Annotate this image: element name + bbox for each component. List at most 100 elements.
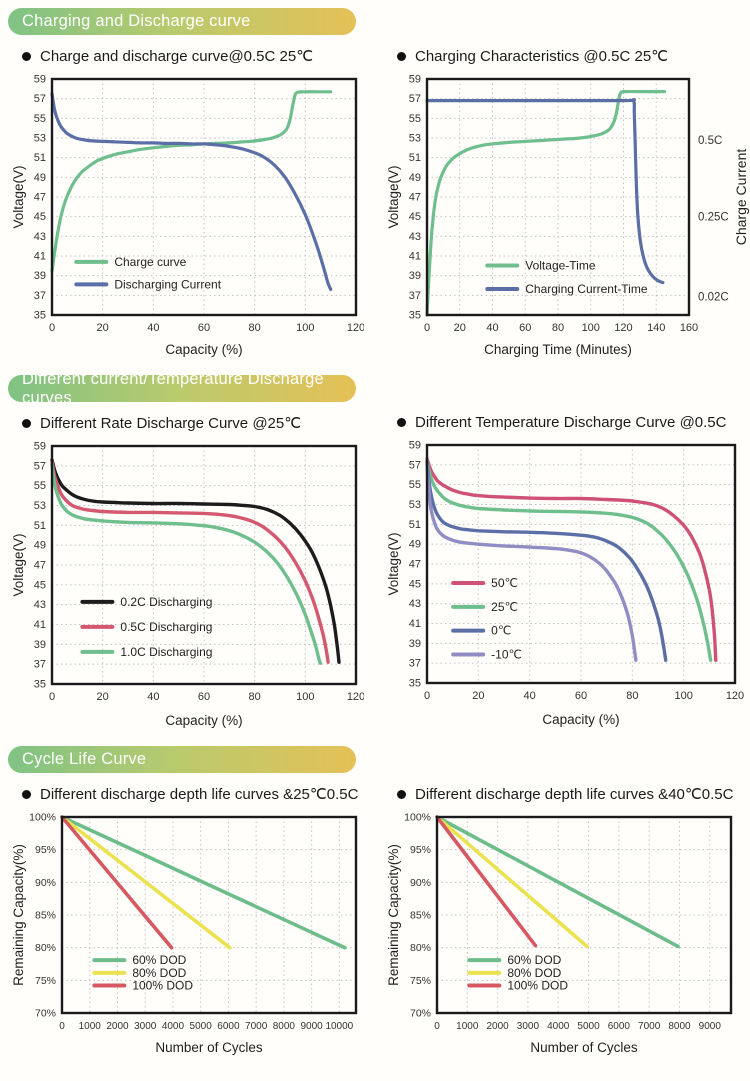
plot-border <box>50 444 358 686</box>
svg-text:100: 100 <box>296 691 314 703</box>
svg-text:120: 120 <box>347 691 364 703</box>
svg-text:59: 59 <box>409 440 421 452</box>
svg-text:85%: 85% <box>410 910 431 922</box>
svg-text:140: 140 <box>647 322 665 334</box>
svg-text:80: 80 <box>552 322 564 334</box>
section-discharge-curves: Different current/Temperature Discharge … <box>0 370 750 732</box>
section-charging-discharge: Charging and Discharge curve Charge and … <box>0 8 750 361</box>
legend-label: 0.5C Discharging <box>120 620 212 634</box>
svg-text:45: 45 <box>409 578 421 590</box>
section-header-discharge-curves: Different current/Temperature Discharge … <box>8 370 356 407</box>
chart-title-row: Charging Characteristics @0.5C 25℃ <box>397 47 750 65</box>
chart-canvas-rate-discharge: 0 20 40 60 80 100 120 35 37 39 41 43 45 47 49 51 53 55 57 5… <box>12 441 364 729</box>
svg-text:4000: 4000 <box>162 1021 185 1032</box>
svg-text:51: 51 <box>409 519 421 531</box>
svg-text:40: 40 <box>147 691 159 703</box>
chart-row-2: Different Rate Discharge Curve @25℃ 0 20 4… <box>0 410 750 732</box>
svg-text:57: 57 <box>34 93 46 105</box>
right-axis-label: Charge Current <box>733 149 749 246</box>
series-80-dod <box>60 815 232 950</box>
svg-text:51: 51 <box>34 520 46 532</box>
series-60-dod <box>60 815 347 950</box>
legend-label: Charge curve <box>114 255 186 269</box>
svg-text:70%: 70% <box>35 1008 56 1020</box>
svg-text:7000: 7000 <box>245 1021 268 1032</box>
y-axis-label: Voltage(V) <box>387 532 401 595</box>
x-axis-label: Capacity (%) <box>165 342 242 357</box>
gridlines <box>52 446 356 684</box>
series-80-dod <box>435 815 589 949</box>
svg-text:20: 20 <box>97 691 109 703</box>
series-charge-curve <box>50 90 333 273</box>
chart-title-text: Different discharge depth life curves &2… <box>40 786 359 803</box>
section-header-label: Different current/Temperature Discharge … <box>22 369 324 407</box>
svg-text:39: 39 <box>409 638 421 650</box>
chart-canvas-charge-discharge: 0 20 40 60 80 100 120 35 37 39 41 43 45 47 49 51 53 55 57 5… <box>12 74 364 358</box>
series-100-dod <box>435 815 538 948</box>
svg-text:120: 120 <box>347 322 364 334</box>
svg-text:53: 53 <box>409 133 421 145</box>
svg-text:45: 45 <box>34 579 46 591</box>
y-axis-label: Voltage(V) <box>12 165 26 228</box>
svg-text:90%: 90% <box>410 877 431 889</box>
chart-title-text: Charging Characteristics @0.5C 25℃ <box>415 48 669 65</box>
series-60-dod <box>435 815 680 949</box>
svg-text:41: 41 <box>34 251 46 263</box>
svg-text:1000: 1000 <box>79 1021 102 1032</box>
svg-text:59: 59 <box>34 74 46 86</box>
legend-label: Voltage-Time <box>525 258 596 272</box>
legend: 0.2C Discharging 0.5C Discharging 1.0C Dis… <box>80 595 212 659</box>
legend-label: Discharging Current <box>114 277 221 291</box>
legend-label: 60% DOD <box>132 953 186 967</box>
svg-text:49: 49 <box>34 540 46 552</box>
svg-text:40: 40 <box>147 322 159 334</box>
series-charging-current-time <box>425 98 665 285</box>
legend-label: 100% DOD <box>507 979 568 993</box>
series-lines <box>425 89 666 317</box>
chart-title-row: Charge and discharge curve@0.5C 25℃ <box>22 47 375 65</box>
svg-text:57: 57 <box>409 459 421 471</box>
svg-text:6000: 6000 <box>608 1021 631 1032</box>
bullet-icon <box>22 789 31 799</box>
svg-text:75%: 75% <box>410 975 431 987</box>
svg-text:60: 60 <box>198 691 210 703</box>
chart-title-row: Different Rate Discharge Curve @25℃ <box>22 414 375 432</box>
svg-text:49: 49 <box>34 172 46 184</box>
svg-text:20: 20 <box>97 322 109 334</box>
svg-text:95%: 95% <box>35 844 56 856</box>
svg-text:0.5C: 0.5C <box>698 135 722 147</box>
gridlines <box>52 79 356 315</box>
series-25- <box>425 459 713 662</box>
svg-text:100%: 100% <box>29 812 56 824</box>
chart-canvas-temperature-discharge: 0 20 40 60 80 100 120 35 37 39 41 43 45 47 49 51 53 55 57 5… <box>387 440 744 728</box>
svg-text:7000: 7000 <box>638 1021 661 1032</box>
svg-text:0: 0 <box>434 1021 440 1032</box>
svg-text:57: 57 <box>409 93 421 105</box>
chart-title-row: Different discharge depth life curves &4… <box>397 785 750 803</box>
legend-label: 80% DOD <box>507 966 561 980</box>
axis-ticks: 0 1000 2000 3000 4000 5000 6000 7000 8000 9000 70%… <box>404 812 721 1033</box>
svg-text:80%: 80% <box>35 942 56 954</box>
svg-text:55: 55 <box>409 479 421 491</box>
chart-rate-discharge: Different Rate Discharge Curve @25℃ 0 20 4… <box>0 410 375 732</box>
legend-label: 0℃ <box>491 624 511 638</box>
svg-text:41: 41 <box>34 619 46 631</box>
svg-text:43: 43 <box>34 231 46 243</box>
y-axis-label: Remaining Capacity(%) <box>387 844 401 986</box>
svg-text:51: 51 <box>409 152 421 164</box>
axis-ticks: 0 20 40 60 80 100 120 35 37 39 41 43 45 47 49 51 53 55 57 5… <box>34 441 364 704</box>
svg-text:80: 80 <box>626 690 638 702</box>
x-axis-label: Capacity (%) <box>542 712 619 727</box>
series-50- <box>425 457 718 662</box>
axis-ticks: 0 20 40 60 80 100 120 35 37 39 41 43 45 47 49 51 53 55 57 5… <box>409 440 744 703</box>
legend-label: 1.0C Discharging <box>120 645 212 659</box>
svg-text:59: 59 <box>34 441 46 453</box>
chart-temperature-discharge: Different Temperature Discharge Curve @0… <box>375 410 750 732</box>
y-axis-label: Voltage(V) <box>12 533 26 596</box>
svg-text:41: 41 <box>409 618 421 630</box>
legend-label: 0.2C Discharging <box>120 595 212 609</box>
axis-ticks: 0 20 40 60 80 100 120 35 37 39 41 43 45 47 49 51 53 55 57 5… <box>34 74 364 335</box>
legend-label: Charging Current-Time <box>525 282 648 296</box>
svg-text:47: 47 <box>409 192 421 204</box>
